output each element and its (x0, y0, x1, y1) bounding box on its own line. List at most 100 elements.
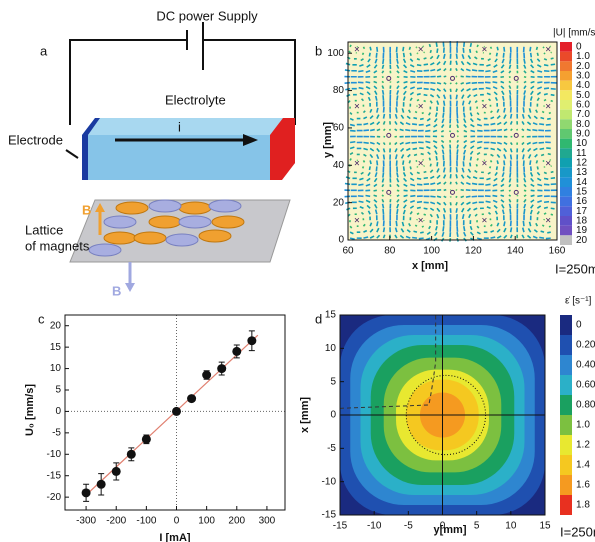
velocity-arrow (485, 183, 491, 186)
velocity-arrow (412, 147, 418, 150)
velocity-arrow (523, 70, 527, 74)
velocity-arrow (443, 188, 447, 192)
velocity-arrow (434, 112, 438, 117)
panel-a: DC power Supply a Electrolyte i Electrod… (8, 8, 296, 298)
velocity-arrow (529, 96, 533, 101)
velocity-arrow (443, 60, 447, 66)
velocity-arrow (468, 100, 472, 105)
velocity-arrow (496, 121, 502, 126)
velocity-arrow (523, 64, 527, 69)
velocity-arrow (443, 67, 447, 72)
velocity-arrow (394, 154, 398, 160)
colorbar-swatch (560, 167, 572, 178)
x-tick-label: 300 (259, 516, 276, 527)
velocity-arrow (382, 142, 386, 146)
velocity-arrow (463, 149, 467, 155)
colorbar-swatch (560, 216, 572, 226)
velocity-arrow (533, 147, 538, 152)
velocity-field: × × × × × × × × × × × × × × × × (344, 40, 557, 242)
velocity-arrow (416, 93, 421, 96)
velocity-arrow (376, 121, 381, 126)
colorbar-label: 15 (576, 186, 588, 197)
velocity-arrow (402, 160, 405, 165)
velocity-arrow (394, 227, 398, 233)
velocity-arrow (449, 82, 452, 85)
velocity-arrow (435, 156, 438, 161)
velocity-arrow (550, 63, 556, 66)
velocity-arrow (420, 152, 424, 156)
velocity-arrow (430, 195, 436, 198)
velocity-arrow (358, 86, 364, 90)
saddle-marker (386, 132, 392, 138)
velocity-arrow (487, 211, 492, 215)
velocity-arrow (521, 148, 525, 153)
x-tick-label: -15 (333, 521, 348, 532)
colorbar-swatch (560, 148, 572, 158)
velocity-arrow (488, 98, 492, 102)
velocity-arrow (489, 110, 493, 114)
velocity-arrow (463, 124, 467, 128)
velocity-arrow (436, 213, 440, 219)
velocity-arrow (399, 141, 404, 145)
data-point (232, 346, 242, 356)
velocity-arrow (361, 52, 365, 56)
velocity-arrow (461, 100, 465, 106)
velocity-arrow (442, 53, 446, 60)
velocity-arrow (374, 58, 378, 64)
velocity-arrow (470, 129, 476, 133)
velocity-arrow (489, 166, 492, 169)
velocity-arrow (349, 237, 355, 241)
vortex-marker: × (545, 159, 551, 170)
velocity-arrow (466, 201, 471, 205)
velocity-arrow (489, 46, 493, 50)
velocity-arrow (460, 60, 465, 66)
colorbar-title: |U| [mm/s] (553, 28, 595, 39)
saddle-marker (513, 132, 519, 138)
velocity-arrow (497, 128, 503, 132)
y-tick-label: 60 (333, 123, 345, 134)
colorbar-swatch (560, 61, 572, 71)
velocity-arrow (406, 115, 411, 120)
y-axis-label: y [mm] (322, 122, 334, 158)
velocity-arrow (543, 52, 546, 55)
colorbar-swatch (560, 225, 572, 236)
velocity-arrow (416, 87, 423, 90)
x-axis-label: I [mA] (159, 532, 191, 542)
velocity-arrow (416, 58, 421, 61)
colorbar-swatch (560, 375, 572, 395)
saddle-marker (513, 75, 519, 81)
velocity-arrow (363, 116, 368, 120)
velocity-arrow (540, 153, 545, 157)
velocity-arrow (416, 64, 422, 67)
velocity-arrow (463, 144, 467, 149)
colorbar-swatch (560, 80, 572, 91)
colorbar-label: 0.40 (576, 360, 595, 371)
velocity-arrow (500, 183, 505, 188)
velocity-arrow (523, 95, 526, 101)
velocity-arrow (436, 207, 441, 213)
velocity-arrow (486, 64, 491, 67)
velocity-arrow (416, 171, 420, 175)
velocity-arrow (532, 122, 538, 126)
velocity-arrow (521, 113, 525, 119)
velocity-arrow (429, 94, 435, 98)
velocity-arrow (403, 189, 408, 192)
colorbar-label: 7.0 (576, 109, 590, 120)
velocity-arrow (461, 54, 465, 60)
velocity-arrow (421, 111, 424, 115)
velocity-arrow (455, 94, 458, 100)
velocity-arrow (416, 206, 421, 210)
velocity-arrow (423, 51, 426, 54)
velocity-arrow (440, 124, 445, 129)
velocity-arrow (469, 231, 474, 236)
velocity-arrow (436, 168, 440, 173)
velocity-arrow (409, 171, 414, 176)
y-tick-label: 0 (330, 410, 336, 421)
velocity-arrow (543, 200, 550, 204)
velocity-arrow (508, 75, 511, 79)
data-point (202, 370, 212, 380)
velocity-arrow (492, 194, 498, 198)
velocity-arrow (502, 52, 505, 58)
colorbar-swatch (560, 206, 572, 216)
velocity-arrow (537, 69, 543, 73)
